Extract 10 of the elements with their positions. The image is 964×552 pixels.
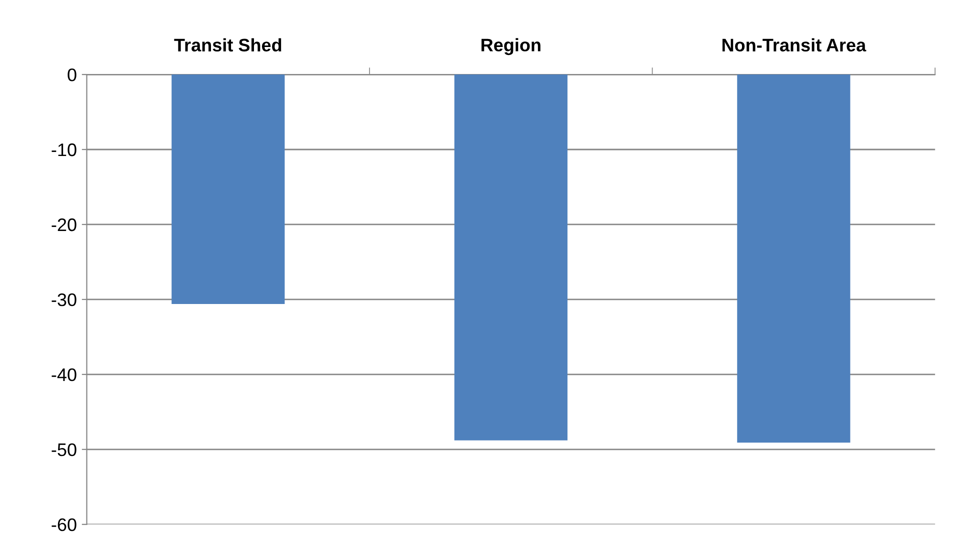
y-tick-label: -30 xyxy=(52,293,76,306)
y-tick-label: -50 xyxy=(52,443,76,456)
y-tick-label: -10 xyxy=(52,143,76,156)
x-tick-label: Region xyxy=(482,38,540,56)
y-tick-label: -20 xyxy=(52,218,76,232)
y-tick-label: 0 xyxy=(68,68,76,82)
y-tick-label: -60 xyxy=(52,518,76,532)
x-tick-label: Non-Transit Area xyxy=(722,38,866,52)
x-tick-label: Transit Shed xyxy=(174,38,282,52)
y-tick-label: -40 xyxy=(52,368,76,382)
